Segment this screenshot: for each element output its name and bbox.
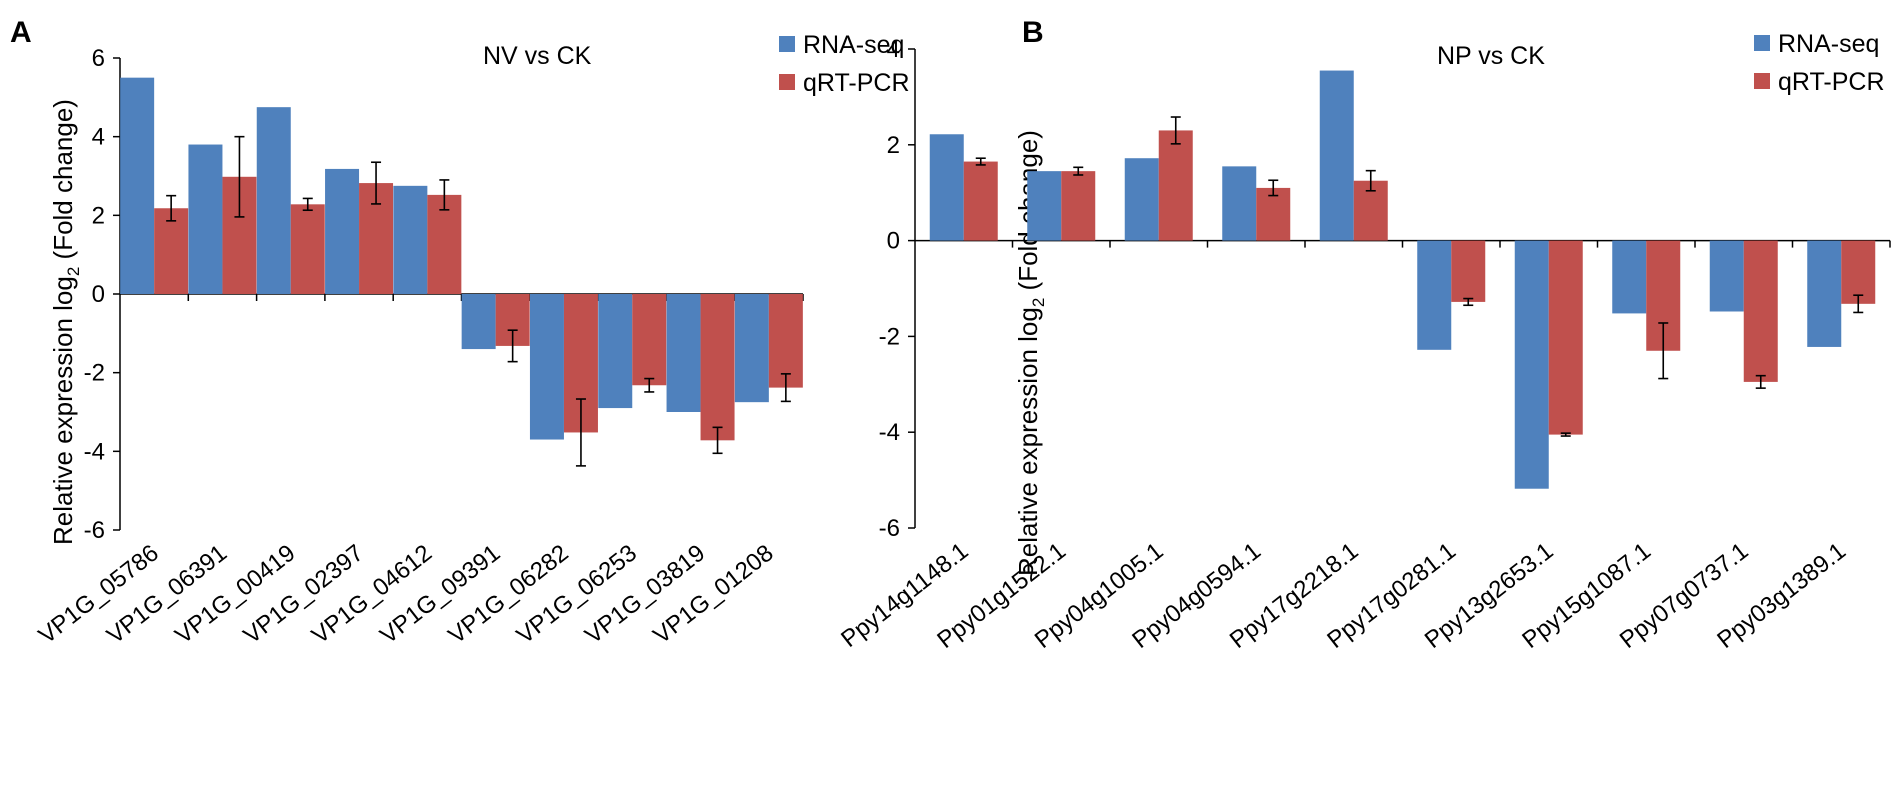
panel-b-bar-qrt-pcr	[1061, 171, 1096, 241]
panel-a-bar-rna-seq	[461, 294, 496, 350]
panel-a-ylabel: Relative expression log2 (Fold change)	[48, 99, 83, 545]
panel-b-bar-qrt-pcr	[963, 161, 998, 241]
panel-b-bar-qrt-pcr	[1451, 240, 1486, 302]
panel-a-letter: A	[10, 16, 32, 49]
panel-b-bar-rna-seq	[1417, 240, 1452, 350]
panel-b-legend: RNA-seq qRT-PCR	[1754, 30, 1885, 96]
panel-b-y-tick-label: -6	[879, 515, 900, 542]
panel-a-bar-qrt-pcr	[290, 204, 325, 294]
panel-a-ylabel-main: Relative expression log	[48, 276, 78, 545]
panel-a-ylabel-tail: (Fold change)	[48, 99, 78, 267]
panel-a-y-tick-label: -2	[84, 360, 105, 387]
panel-b-bar-rna-seq	[1612, 240, 1647, 314]
panel-a-title: NV vs CK	[483, 42, 592, 70]
panel-a-legend: RNA-seq qRT-PCR	[779, 31, 910, 97]
panel-b-legend-swatch	[1754, 35, 1770, 51]
panel-b-bar-rna-seq	[1319, 70, 1354, 241]
panel-a-y-tick-label: -4	[84, 438, 105, 465]
panel-b-bar-rna-seq	[929, 134, 964, 241]
panel-a-y-tick-label: 6	[92, 45, 105, 72]
panel-a-bar-qrt-pcr	[427, 194, 462, 294]
panel-b-bar-qrt-pcr	[1158, 130, 1193, 241]
panel-a-y-tick-label: 4	[92, 124, 105, 151]
panel-b-bar-rna-seq	[1709, 240, 1744, 312]
panel-b-axes: 420-2-4-6Ppy14g1148.1Ppy01g1522.1Ppy04g1…	[836, 36, 1891, 654]
panel-b-bar-rna-seq	[1807, 240, 1842, 347]
panel-a-bar-rna-seq	[188, 144, 223, 294]
panel-b-legend-label: RNA-seq	[1778, 30, 1879, 58]
panel-b-bar-qrt-pcr	[1841, 240, 1876, 304]
panel-a-y-tick-label: 2	[92, 202, 105, 229]
panel-a: A NV vs CK Relative expression log2 (Fol…	[10, 16, 910, 649]
panel-a-bar-rna-seq	[256, 107, 291, 295]
panel-b-bar-qrt-pcr	[1256, 187, 1291, 241]
panel-b-y-tick-label: 2	[887, 132, 900, 159]
panel-b-title: NP vs CK	[1437, 42, 1545, 70]
svg-text:Relative expression log2 (Fold: Relative expression log2 (Fold change)	[48, 99, 83, 545]
panel-b-bar-rna-seq	[1124, 158, 1159, 241]
panel-a-bar-rna-seq	[393, 185, 428, 294]
panel-a-category-label: VP1G_01208	[648, 539, 778, 649]
panel-b-y-tick-label: 0	[887, 228, 900, 255]
panel-b: B NP vs CK Relative expression log2 (Fol…	[836, 16, 1891, 654]
panel-b-letter: B	[1022, 16, 1044, 49]
panel-a-bar-rna-seq	[325, 168, 360, 294]
panel-a-bar-rna-seq	[598, 294, 633, 409]
panel-b-bars	[929, 70, 1876, 489]
panel-a-legend-swatch	[779, 74, 795, 90]
panel-a-bars	[120, 77, 803, 467]
panel-a-bar-rna-seq	[120, 77, 155, 295]
panel-b-y-tick-label: -2	[879, 323, 900, 350]
panel-b-y-tick-label: -4	[879, 419, 900, 446]
panel-b-bar-rna-seq	[1027, 171, 1062, 241]
panel-a-bar-qrt-pcr	[700, 294, 735, 441]
panel-b-bar-qrt-pcr	[1743, 240, 1778, 382]
panel-b-ylabel-main: Relative expression log	[1013, 307, 1043, 576]
panel-a-bar-qrt-pcr	[632, 294, 667, 386]
panel-a-legend-swatch	[779, 36, 795, 52]
panel-a-y-tick-label: -6	[84, 517, 105, 544]
panel-b-bar-qrt-pcr	[1548, 240, 1583, 435]
panel-b-legend-label: qRT-PCR	[1778, 68, 1885, 96]
panel-a-legend-label: qRT-PCR	[803, 69, 910, 97]
panel-b-bar-rna-seq	[1222, 166, 1257, 241]
panel-b-legend-swatch	[1754, 73, 1770, 89]
panel-a-y-tick-label: 0	[92, 281, 105, 308]
panel-b-bar-rna-seq	[1514, 240, 1549, 489]
panel-a-bar-qrt-pcr	[154, 208, 189, 294]
panel-a-bar-rna-seq	[529, 294, 564, 440]
panel-b-y-tick-label: 4	[887, 36, 900, 63]
panel-a-bar-rna-seq	[734, 294, 769, 403]
panel-a-ylabel-sub: 2	[64, 267, 83, 276]
panel-a-legend-label: RNA-seq	[803, 31, 904, 59]
panel-a-bar-rna-seq	[666, 294, 701, 412]
panel-a-bar-qrt-pcr	[768, 294, 803, 388]
panel-b-ylabel-sub: 2	[1029, 298, 1048, 307]
